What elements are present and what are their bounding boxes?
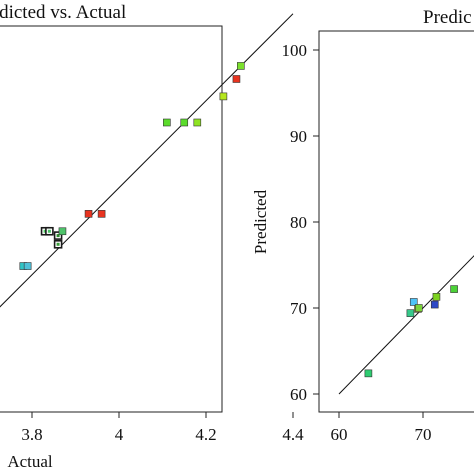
chart-right-y-tick-label: 100 bbox=[282, 41, 308, 60]
chart-right-x-tick-label: 70 bbox=[415, 425, 432, 444]
chart-left-data-point bbox=[180, 118, 189, 127]
chart-left-x-tick-label: 4.4 bbox=[282, 425, 304, 444]
chart-right-points bbox=[364, 285, 458, 378]
chart-left: Predicted vs. Actual 3.8 4 4.2 4.4 Actual bbox=[0, 2, 304, 471]
chart-right-data-point bbox=[409, 298, 418, 306]
chart-right-x-tick-label: 60 bbox=[331, 425, 348, 444]
chart-right-title: Predic bbox=[423, 7, 472, 28]
chart-left-data-point bbox=[163, 118, 171, 127]
chart-left-x-tick-label: 4 bbox=[115, 425, 124, 444]
chart-left-data-point-core bbox=[56, 242, 60, 246]
chart-right: Predic 60 70 60 70 80 90 100 Predicted bbox=[251, 7, 474, 444]
chart-left-data-point bbox=[23, 262, 32, 270]
chart-left-x-tick-label: 4.2 bbox=[195, 425, 216, 444]
chart-left-plot-frame bbox=[0, 25, 223, 413]
chart-left-data-point bbox=[84, 210, 93, 218]
chart-left-data-point bbox=[237, 62, 245, 70]
chart-left-data-point bbox=[97, 210, 106, 218]
chart-left-x-axis-label: Actual bbox=[7, 452, 53, 471]
chart-left-data-point bbox=[58, 227, 67, 236]
chart-right-y-tick-label: 90 bbox=[290, 127, 307, 146]
chart-right-y-ticks: 60 70 80 90 100 bbox=[282, 41, 319, 404]
chart-right-y-tick-label: 60 bbox=[290, 385, 307, 404]
chart-left-data-point bbox=[232, 75, 241, 83]
chart-right-data-point bbox=[364, 369, 373, 378]
chart-left-data-point-core bbox=[47, 229, 51, 233]
chart-right-y-tick-label: 70 bbox=[290, 299, 307, 318]
chart-right-data-point bbox=[432, 293, 441, 301]
chart-left-title: Predicted vs. Actual bbox=[0, 2, 126, 23]
chart-right-reference-line bbox=[338, 255, 474, 395]
chart-left-data-point bbox=[193, 118, 202, 127]
chart-right-x-ticks: 60 70 bbox=[331, 412, 432, 444]
chart-left-data-point-core bbox=[43, 229, 47, 233]
chart-right-data-point bbox=[450, 285, 458, 293]
chart-right-y-tick-label: 80 bbox=[290, 213, 307, 232]
chart-left-data-point-core bbox=[56, 234, 60, 238]
chart-left-x-tick-label: 3.8 bbox=[21, 425, 42, 444]
chart-left-data-point bbox=[219, 92, 228, 101]
chart-right-data-point bbox=[406, 309, 415, 317]
chart-right-data-point bbox=[430, 300, 439, 309]
chart-left-x-ticks: 3.8 4 4.2 4.4 bbox=[21, 412, 304, 444]
chart-right-plot-frame bbox=[318, 30, 474, 413]
chart-left-reference-line bbox=[0, 13, 294, 308]
chart-right-data-point bbox=[414, 304, 423, 312]
chart-left-points bbox=[19, 62, 245, 270]
chart-right-y-axis-label: Predicted bbox=[251, 189, 270, 254]
